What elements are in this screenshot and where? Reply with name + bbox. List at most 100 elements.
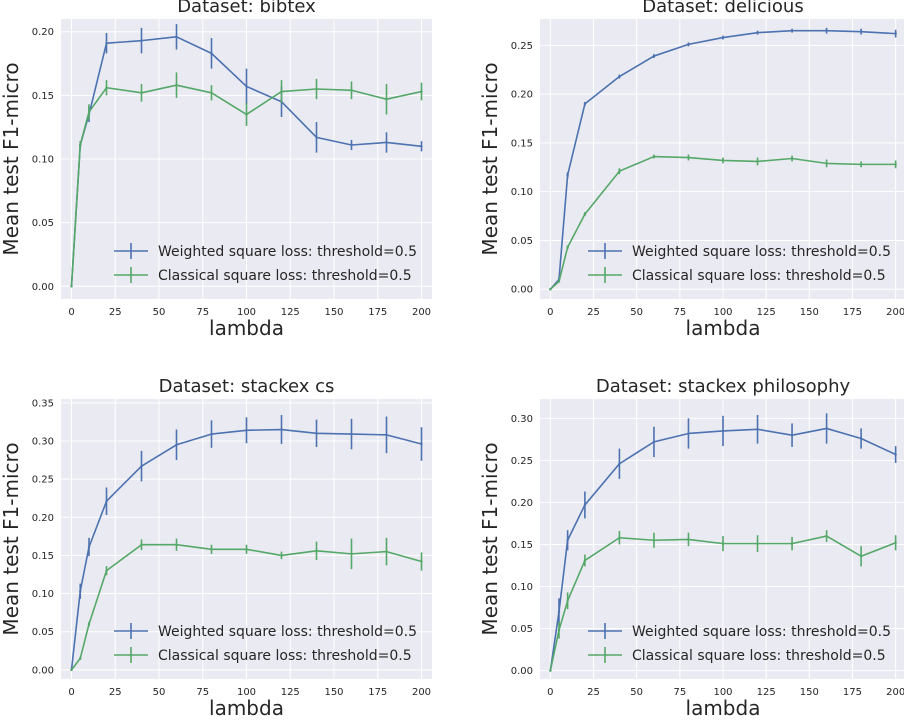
data-point (175, 443, 178, 446)
x-tick-label: 200 (886, 687, 904, 698)
data-point (566, 173, 569, 177)
x-tick-label: 0 (68, 307, 74, 318)
data-point (315, 549, 318, 553)
x-tick-label: 100 (237, 687, 256, 698)
x-axis-label: lambda (686, 316, 761, 340)
x-tick-label: 100 (237, 307, 256, 318)
legend-label: Weighted square loss: threshold=0.5 (632, 624, 891, 640)
data-point (210, 52, 213, 55)
data-point (420, 145, 423, 148)
data-point (859, 30, 863, 33)
data-point (790, 433, 794, 437)
chart-panel-3: 0 25 50 75 100 125 150 175 200 0.00 0.05 0.10 0.15 0.… (0, 376, 432, 720)
x-tick-label: 200 (412, 307, 431, 318)
x-tick-label: 125 (281, 687, 300, 698)
x-tick-label: 150 (800, 307, 819, 318)
data-point (70, 285, 73, 288)
data-point (350, 89, 353, 92)
data-point (652, 54, 656, 58)
data-point (566, 246, 569, 249)
x-tick-label: 125 (757, 307, 776, 318)
data-point (583, 503, 587, 507)
x-tick-label: 175 (843, 307, 862, 318)
data-point (549, 288, 552, 291)
y-tick-label: 0.20 (32, 513, 54, 524)
data-point (825, 29, 828, 32)
data-point (652, 440, 656, 444)
data-point (825, 427, 828, 430)
x-tick-label: 75 (673, 687, 686, 698)
legend-label: Weighted square loss: threshold=0.5 (632, 244, 891, 260)
x-tick-label: 150 (324, 307, 343, 318)
data-point (790, 29, 794, 32)
y-tick-label: 0.05 (32, 218, 54, 229)
data-point (618, 536, 621, 539)
y-tick-label: 0.05 (511, 236, 533, 247)
data-point (756, 542, 759, 545)
data-point (175, 35, 178, 39)
y-tick-label: 0.35 (32, 398, 54, 409)
data-point (87, 110, 91, 114)
y-axis-label: Mean test F1-micro (478, 62, 502, 255)
data-point (70, 668, 73, 672)
y-axis-label: Mean test F1-micro (0, 442, 23, 635)
data-point (350, 432, 353, 436)
series-classical (70, 72, 423, 288)
data-point (894, 453, 897, 456)
data-point (583, 102, 587, 106)
series-weighted (70, 415, 423, 672)
x-tick-label: 50 (153, 307, 166, 318)
data-point (79, 657, 82, 660)
y-tick-label: 0.20 (511, 90, 533, 101)
x-tick-label: 25 (587, 307, 600, 318)
data-point (566, 599, 569, 603)
data-point (825, 534, 828, 538)
series-classical (70, 537, 423, 672)
y-tick-label: 0.10 (511, 187, 533, 198)
data-point (825, 162, 828, 165)
plot-background (540, 19, 904, 299)
y-tick-label: 0.05 (32, 627, 54, 638)
data-point (557, 610, 561, 613)
chart-title: Dataset: stackex cs (159, 376, 335, 397)
data-point (687, 156, 690, 159)
data-point (721, 429, 725, 433)
legend: Weighted square loss: threshold=0.5 Class… (588, 623, 891, 664)
x-tick-label: 200 (886, 307, 904, 318)
x-axis-label: lambda (209, 316, 284, 340)
x-tick-label: 0 (68, 687, 74, 698)
data-point (350, 552, 353, 556)
legend: Weighted square loss: threshold=0.5 Class… (588, 243, 891, 284)
x-tick-label: 25 (587, 687, 600, 698)
y-tick-label: 0.20 (511, 498, 533, 509)
chart-panel-1: 0 25 50 75 100 125 150 175 200 0.00 0.05 0.10 0.15 0.… (0, 0, 432, 340)
y-tick-label: 0.15 (32, 91, 54, 102)
plot-background (540, 399, 904, 679)
series-classical (549, 154, 897, 291)
data-point (756, 428, 759, 431)
data-point (790, 542, 794, 545)
legend-label: Classical square loss: threshold=0.5 (158, 268, 412, 284)
data-point (105, 569, 108, 572)
legend-label: Weighted square loss: threshold=0.5 (158, 244, 417, 260)
x-tick-label: 75 (196, 307, 209, 318)
data-point (859, 437, 863, 440)
y-tick-label: 0.10 (32, 155, 54, 166)
y-tick-label: 0.15 (511, 138, 533, 149)
x-tick-label: 25 (109, 307, 122, 318)
data-point (652, 539, 656, 542)
data-point (687, 43, 690, 46)
data-point (618, 75, 621, 78)
series-weighted (549, 27, 897, 291)
data-point (280, 554, 283, 557)
series-classical (549, 530, 897, 672)
chart-panel-2: 0 25 50 75 100 125 150 175 200 0.00 0.05 0.10 0.15 0.… (478, 0, 904, 340)
data-point (245, 113, 248, 116)
x-tick-label: 25 (109, 687, 122, 698)
x-tick-label: 150 (324, 687, 343, 698)
data-point (245, 429, 248, 432)
data-point (756, 31, 759, 34)
data-point (790, 157, 794, 160)
data-point (105, 86, 108, 89)
